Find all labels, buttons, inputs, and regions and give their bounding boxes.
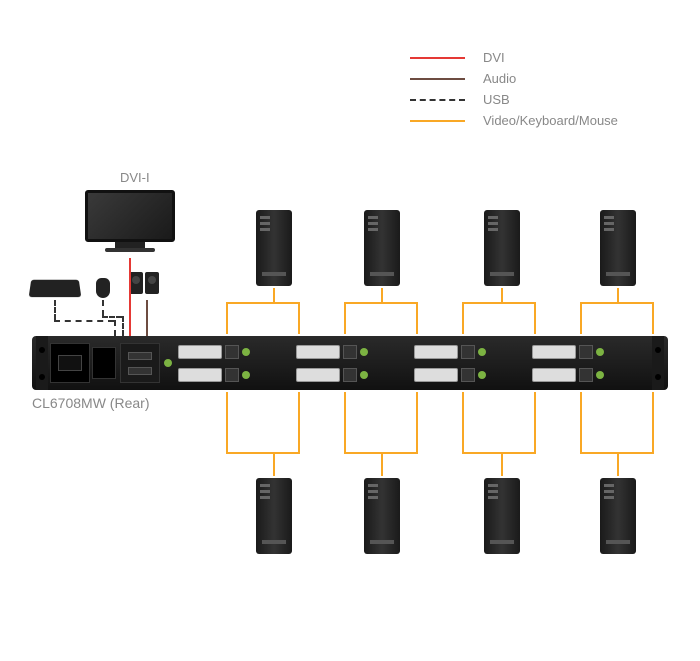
vkm-connection-line (273, 454, 275, 476)
usb-connection-line (122, 316, 124, 336)
legend-item-vkm: Video/Keyboard/Mouse (410, 113, 618, 128)
vkm-connection-line (580, 392, 654, 454)
vkm-connection-line (501, 288, 503, 302)
usb-connection-line (54, 300, 56, 320)
mouse-icon (96, 278, 110, 298)
usb-b-port (225, 345, 239, 359)
legend-item-audio: Audio (410, 71, 618, 86)
server-icon (256, 478, 292, 554)
port-group (178, 340, 292, 386)
vkm-connection-line (381, 454, 383, 476)
usb-connection-line (114, 320, 116, 336)
legend-swatch-dvi (410, 57, 465, 59)
usb-connection-line (54, 320, 114, 322)
audio-port (242, 348, 250, 356)
server-icon (364, 478, 400, 554)
dvi-port (178, 368, 222, 382)
usb-b-port (343, 345, 357, 359)
server-icon (364, 210, 400, 286)
power-switch (92, 347, 116, 379)
vkm-connection-line (344, 392, 418, 454)
vkm-connection-line (381, 288, 383, 302)
usb-b-port (461, 345, 475, 359)
legend-item-usb: USB (410, 92, 618, 107)
dvi-port (414, 368, 458, 382)
legend-item-dvi: DVI (410, 50, 618, 65)
server-icon (484, 210, 520, 286)
vkm-connection-line (226, 392, 300, 454)
audio-port (478, 371, 486, 379)
audio-port (596, 348, 604, 356)
server-icon (484, 478, 520, 554)
power-inlet (50, 343, 90, 383)
legend-swatch-vkm (410, 120, 465, 122)
audio-port (360, 348, 368, 356)
server-icon (256, 210, 292, 286)
dvi-port (414, 345, 458, 359)
usb-b-port (461, 368, 475, 382)
usb-b-port (225, 368, 239, 382)
vkm-connection-line (462, 302, 536, 334)
speakers-icon (128, 272, 166, 298)
vkm-connection-line (580, 302, 654, 334)
usb-hub-ports (120, 343, 160, 383)
legend-label: Video/Keyboard/Mouse (483, 113, 618, 128)
vkm-connection-line (462, 392, 536, 454)
vkm-connection-line (617, 454, 619, 476)
audio-connection-line (146, 300, 148, 336)
monitor-icon (85, 190, 175, 255)
audio-out-jack (164, 359, 172, 367)
vkm-connection-line (617, 288, 619, 302)
dvi-port (296, 345, 340, 359)
dvi-connection-line (129, 258, 131, 336)
audio-port (360, 371, 368, 379)
legend-swatch-usb (410, 99, 465, 101)
usb-connection-line (102, 316, 122, 318)
legend: DVI Audio USB Video/Keyboard/Mouse (410, 50, 618, 134)
audio-port (242, 371, 250, 379)
dvi-port (532, 345, 576, 359)
usb-connection-line (102, 300, 104, 316)
audio-port (596, 371, 604, 379)
vkm-connection-line (226, 302, 300, 334)
rack-ear (652, 336, 664, 390)
legend-label: Audio (483, 71, 516, 86)
audio-port (478, 348, 486, 356)
vkm-connection-line (501, 454, 503, 476)
vkm-connection-line (344, 302, 418, 334)
legend-label: DVI (483, 50, 505, 65)
keyboard-icon (29, 280, 82, 297)
dvi-port (178, 345, 222, 359)
server-icon (600, 478, 636, 554)
dvi-port (532, 368, 576, 382)
vkm-connection-line (273, 288, 275, 302)
usb-b-port (343, 368, 357, 382)
usb-b-port (579, 368, 593, 382)
legend-swatch-audio (410, 78, 465, 80)
dvi-port-label: DVI-I (120, 170, 150, 185)
kvm-switch-rear (32, 336, 668, 390)
port-group (296, 340, 410, 386)
model-label: CL6708MW (Rear) (32, 395, 149, 411)
server-icon (600, 210, 636, 286)
usb-b-port (579, 345, 593, 359)
port-group (532, 340, 646, 386)
dvi-port (296, 368, 340, 382)
legend-label: USB (483, 92, 510, 107)
port-group (414, 340, 528, 386)
rack-ear (36, 336, 48, 390)
